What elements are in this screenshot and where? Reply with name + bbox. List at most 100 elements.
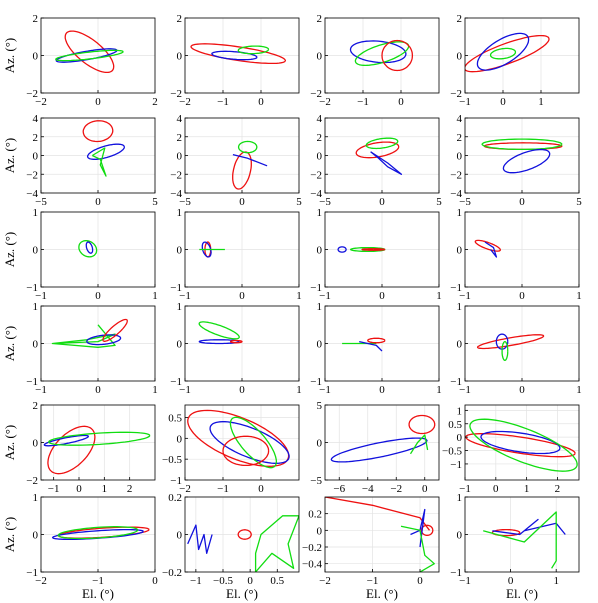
series-group [481, 138, 563, 174]
series-line-red [491, 528, 521, 537]
axes-box [464, 404, 580, 481]
y-tick-label: −2 [310, 88, 322, 100]
x-tick-label: 0 [95, 384, 101, 396]
series-group [330, 414, 436, 463]
x-tick-label: −1 [459, 96, 471, 108]
series-line-blue [86, 334, 122, 346]
series-group [465, 32, 550, 73]
y-tick-label: 0 [177, 433, 183, 445]
y-tick-label: −1 [26, 282, 38, 294]
series-line-red [325, 497, 431, 531]
series-line-green [91, 147, 107, 177]
series-line-green [400, 525, 435, 572]
x-tick-label: 0 [239, 196, 245, 208]
series-line-red [381, 39, 414, 72]
subplot-0-1: −2 −1 0 −2 0 2 [170, 13, 300, 108]
x-tick-label: −5 [179, 196, 191, 208]
x-tick-label: −2 [35, 575, 47, 587]
y-tick-label: −1 [170, 282, 182, 294]
y-tick-label: 0.2 [168, 492, 182, 504]
series-line-green [469, 418, 578, 472]
series-line-blue [410, 508, 426, 548]
series-line-green [78, 239, 98, 258]
x-tick-label: −1 [459, 384, 471, 396]
subplot-0-0: −2 0 2 −2 0 2 [26, 13, 157, 108]
series-line-blue [337, 246, 347, 253]
y-tick-label: 1 [457, 207, 463, 219]
series-line-red [237, 529, 252, 540]
x-tick-label: −2 [35, 96, 47, 108]
subplot-4-3: −1 0 1 2−1−0.500.51 [442, 404, 580, 495]
x-tick-label: 5 [576, 196, 582, 208]
x-tick-label: 1 [436, 384, 442, 396]
subplot-2-3: −1 0 1 −1 0 1 [450, 207, 581, 302]
y-tick-label: 0 [33, 438, 39, 450]
y-tick-label: 4 [317, 113, 323, 125]
series-line-blue [502, 148, 551, 174]
series-group [483, 511, 566, 569]
y-tick-label: −1 [170, 475, 182, 487]
y-tick-label: −0.5 [442, 446, 462, 458]
x-tick-label: −4 [362, 483, 374, 495]
x-tick-label: −1 [190, 575, 202, 587]
x-tick-label: −1 [367, 575, 379, 587]
series-line-blue [349, 40, 407, 64]
x-tick-label: 0 [258, 483, 264, 495]
series-group [43, 425, 151, 475]
series-line-blue [480, 430, 561, 455]
x-tick-label: 0 [519, 290, 525, 302]
series-line-green [51, 324, 116, 348]
series-line-blue [370, 151, 403, 175]
y-tick-label: −1 [450, 282, 462, 294]
series-line-red [229, 339, 243, 344]
series-line-red [420, 524, 434, 536]
y-axis-label: Az. (°) [2, 138, 17, 174]
y-tick-label: −2 [170, 88, 182, 100]
subplot-3-1: −1 0 1 −1 0 1 [170, 301, 301, 396]
x-tick-label: 2 [127, 483, 133, 495]
y-axis-label: Az. (°) [2, 517, 17, 553]
x-tick-label: 1 [296, 290, 302, 302]
series-line-red [82, 120, 114, 143]
subplot-3-0: −1 0 1 −1 0 1 [26, 301, 157, 396]
y-tick-label: 2 [177, 13, 183, 25]
series-line-green [483, 511, 557, 569]
x-tick-label: −1 [92, 575, 104, 587]
x-tick-label: −0.5 [213, 575, 233, 587]
x-tick-label: 5 [152, 196, 158, 208]
series-line-red [361, 248, 386, 251]
series-line-red [232, 151, 252, 190]
x-tick-label: 1 [576, 290, 582, 302]
series-line-green [57, 526, 139, 540]
series-line-green [254, 515, 299, 572]
series-group [325, 497, 435, 572]
x-tick-label: 1 [296, 384, 302, 396]
axes-box [324, 496, 440, 573]
x-axis-label: El. (°) [82, 586, 114, 601]
y-tick-label: 0 [317, 438, 323, 450]
series-line-blue [330, 437, 428, 463]
series-line-red [64, 30, 115, 74]
x-tick-label: 1 [538, 96, 544, 108]
x-tick-label: 0 [95, 96, 101, 108]
x-tick-label: 0.5 [270, 575, 284, 587]
y-tick-label: 1 [457, 405, 463, 417]
y-tick-label: 0 [317, 51, 323, 63]
y-tick-label: −5 [310, 475, 322, 487]
y-tick-label: 1 [177, 301, 183, 313]
y-tick-label: 0 [177, 245, 183, 257]
x-tick-label: −2 [319, 96, 331, 108]
x-tick-label: 0 [500, 96, 506, 108]
y-tick-label: 2 [457, 132, 463, 144]
series-group [232, 140, 268, 190]
y-tick-label: 0 [177, 51, 183, 63]
y-tick-label: −2 [26, 88, 38, 100]
series-group [198, 321, 243, 345]
series-line-green [481, 138, 563, 151]
x-tick-label: 0 [417, 575, 423, 587]
series-line-blue [209, 421, 290, 464]
series-group [337, 246, 386, 253]
y-axis-label: Az. (°) [2, 38, 17, 74]
subplot-3-2: −1 0 1 −1 0 1 [310, 301, 441, 396]
y-tick-label: −2 [170, 169, 182, 181]
